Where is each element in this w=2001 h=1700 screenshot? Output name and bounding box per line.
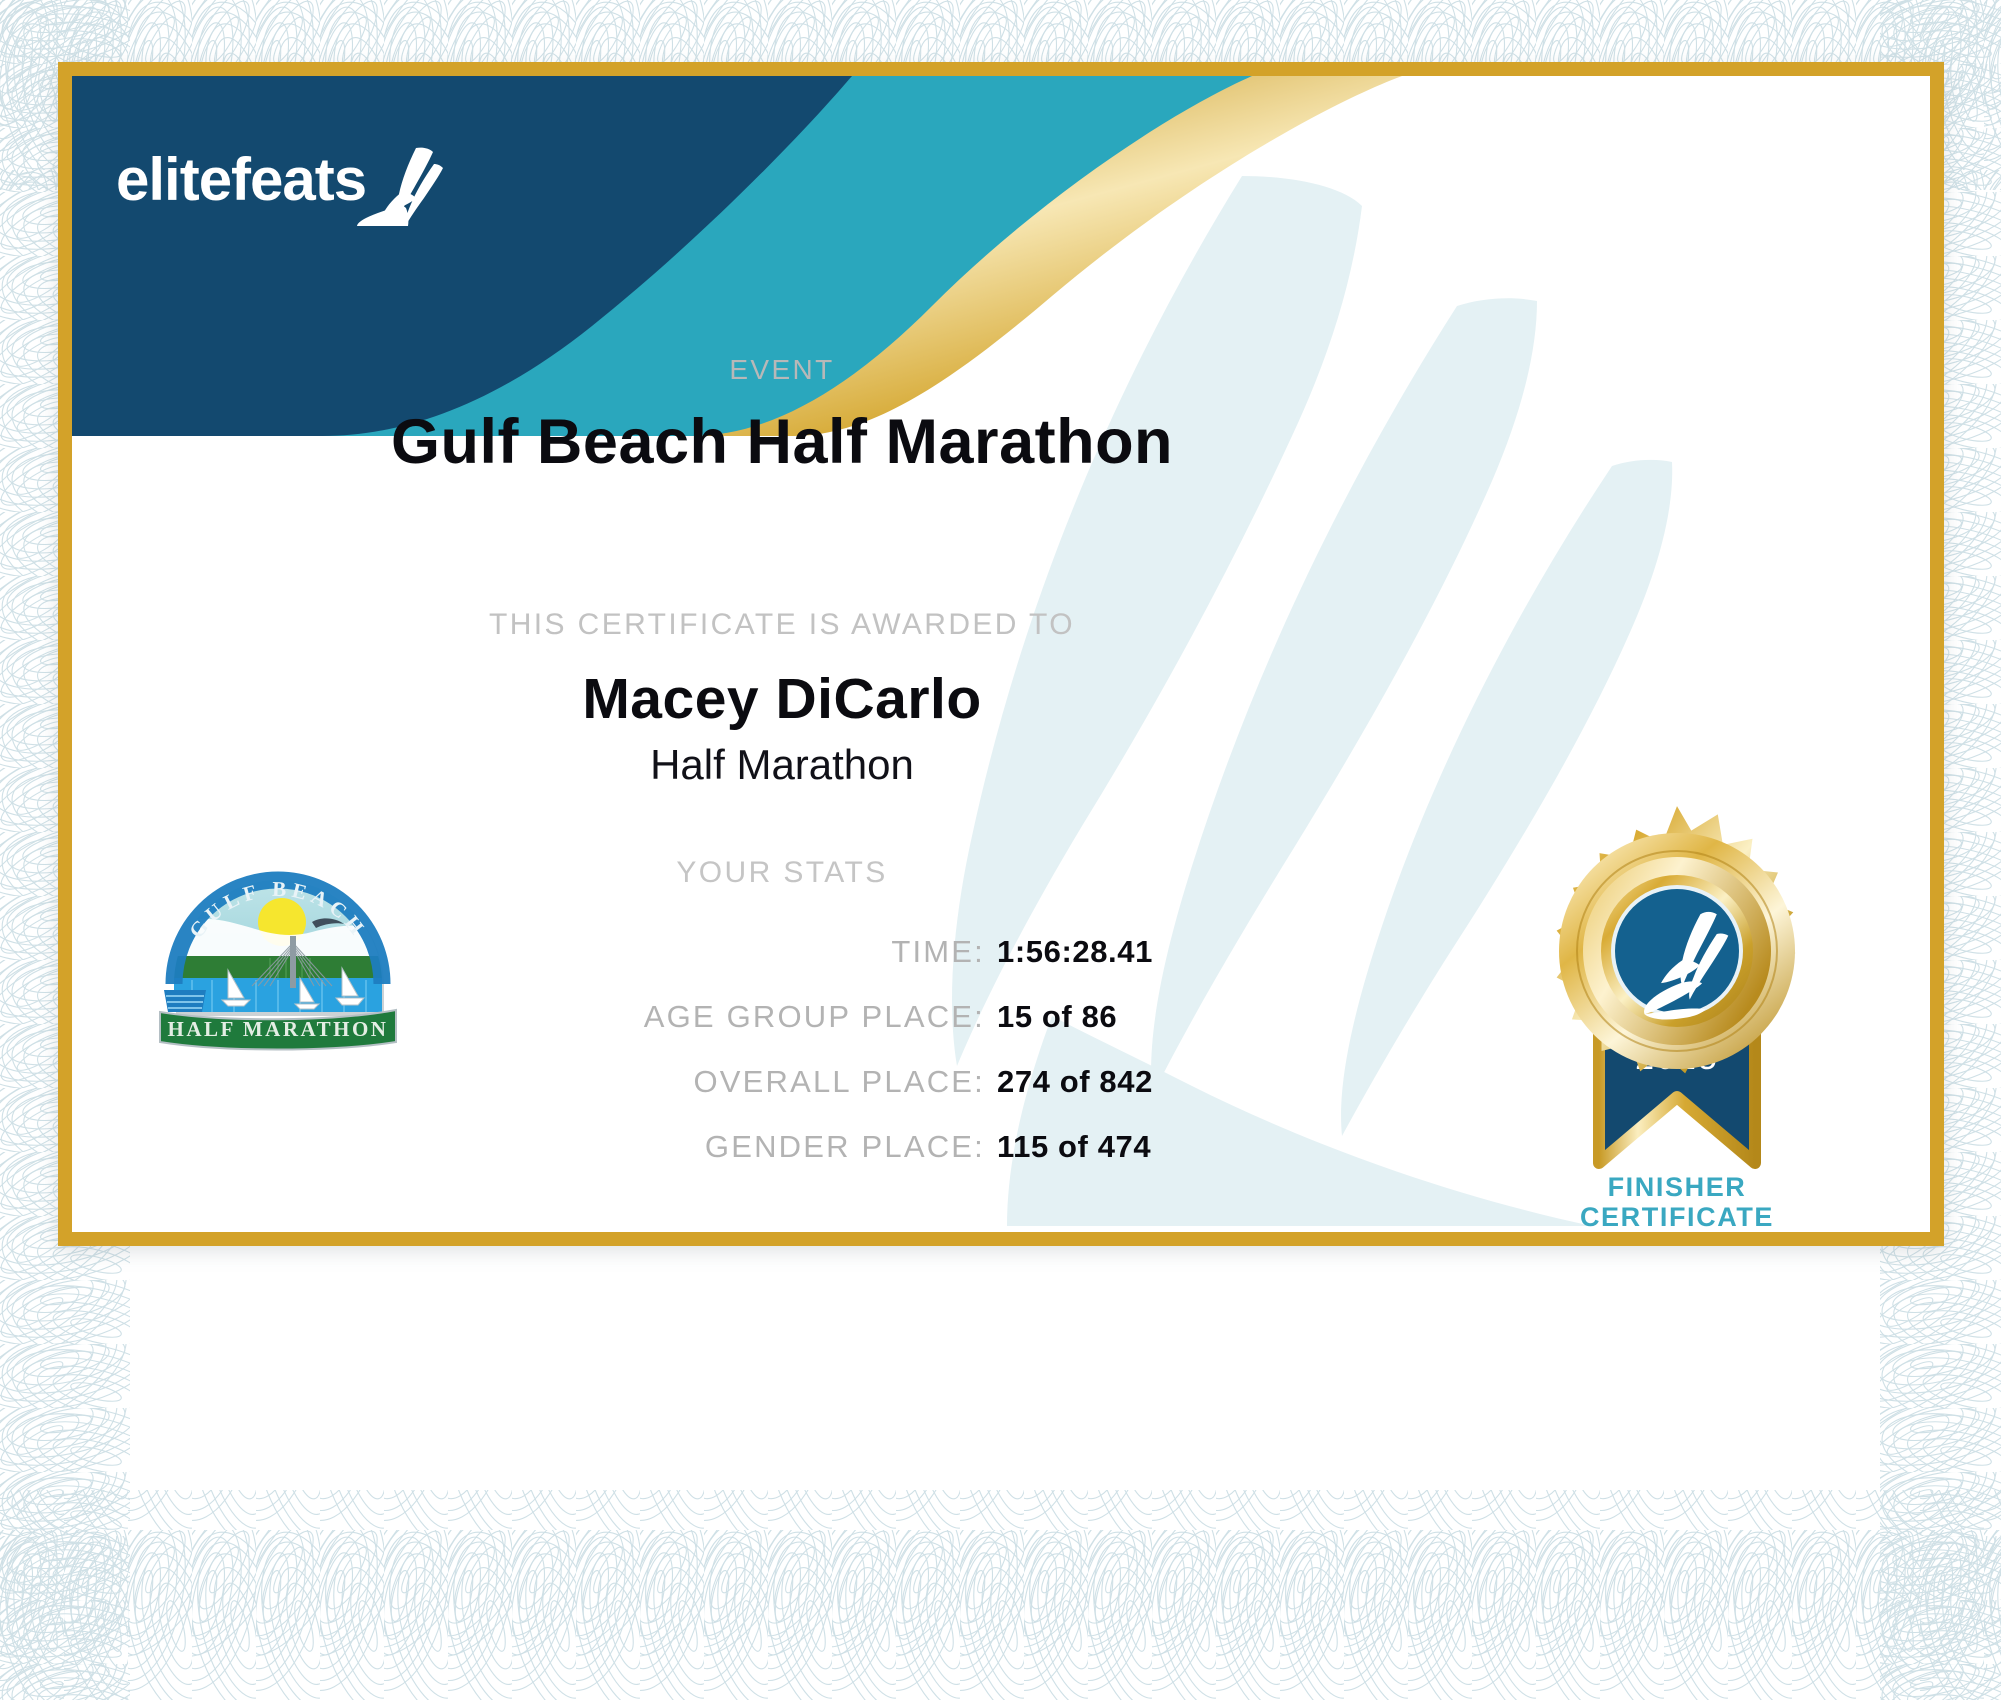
- stat-row-gender-place: GENDER PLACE: 115 of 474: [372, 1129, 1442, 1184]
- gulf-beach-half-marathon-logo-icon: GULF BEACH HALF MARATHON: [159, 871, 397, 1051]
- stat-label-gender-place: GENDER PLACE:: [704, 1129, 985, 1164]
- stat-row-overall-place: OVERALL PLACE: 274 of 842: [372, 1064, 1442, 1119]
- event-label: EVENT: [729, 354, 835, 385]
- stat-value-gender-place: 115 of 474: [997, 1129, 1152, 1164]
- medal-caption-line2: CERTIFICATE: [1579, 1202, 1775, 1233]
- event-name: Gulf Beach Half Marathon: [390, 407, 1174, 477]
- stat-value-overall-place: 274 of 842: [997, 1064, 1153, 1099]
- stat-label-age-group-place: AGE GROUP PLACE:: [643, 999, 985, 1034]
- stat-row-time: TIME: 1:56:28.41: [372, 934, 1442, 989]
- race-logo-banner-text: HALF MARATHON: [168, 1017, 389, 1041]
- stats-table: TIME: 1:56:28.41 AGE GROUP PLACE: 15 of …: [372, 934, 1442, 1194]
- stat-row-age-group-place: AGE GROUP PLACE: 15 of 86: [372, 999, 1442, 1054]
- medal-caption-line1: FINISHER: [1607, 1172, 1747, 1202]
- svg-text:elitefeats: elitefeats: [116, 146, 366, 213]
- stat-value-time: 1:56:28.41: [997, 934, 1153, 969]
- recipient-division: Half Marathon: [650, 741, 914, 788]
- stat-value-age-group-place: 15 of 86: [997, 999, 1118, 1034]
- awarded-to-label: THIS CERTIFICATE IS AWARDED TO: [489, 608, 1075, 641]
- medal-caption: FINISHER CERTIFICATE: [1502, 1172, 1852, 1232]
- elitefeats-logo: elitefeats: [116, 146, 443, 226]
- your-stats-label: YOUR STATS: [676, 856, 888, 889]
- winged-foot-icon: [357, 147, 443, 226]
- stat-label-overall-place: OVERALL PLACE:: [693, 1064, 985, 1099]
- recipient-name: Macey DiCarlo: [582, 667, 982, 731]
- header-swoosh-art: [72, 76, 1402, 436]
- certificate-card: elitefeats EVENT Gulf Beach Half Maratho…: [58, 62, 1944, 1246]
- gold-rosette-medal-icon: 2025: [1556, 806, 1796, 1169]
- stat-label-time: TIME:: [891, 934, 985, 969]
